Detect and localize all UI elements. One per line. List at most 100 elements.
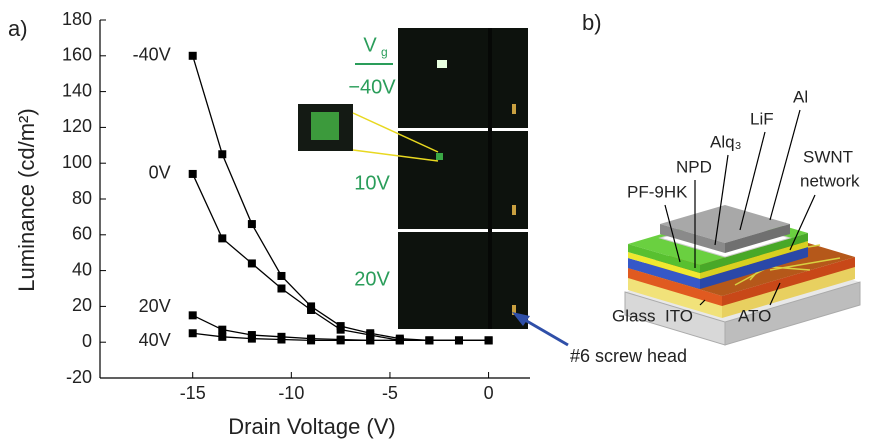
glass-side bbox=[724, 281, 861, 346]
layer-label: Glass bbox=[612, 306, 655, 325]
marker bbox=[277, 335, 286, 344]
annotation: #6 screw head bbox=[570, 346, 687, 366]
x-tick-label: -15 bbox=[180, 383, 206, 403]
marker bbox=[395, 336, 404, 345]
marker bbox=[188, 51, 197, 60]
marker bbox=[366, 331, 375, 340]
layer-label: PF-9HK bbox=[627, 182, 688, 201]
marker bbox=[425, 336, 434, 345]
y-tick-label: 160 bbox=[62, 45, 92, 65]
arrow-line bbox=[524, 318, 569, 347]
layer-label: SWNT bbox=[803, 147, 853, 166]
series-label: 40V bbox=[139, 330, 171, 350]
leader bbox=[739, 131, 766, 231]
device-glow bbox=[436, 153, 443, 160]
marker bbox=[247, 259, 256, 268]
marker bbox=[277, 284, 286, 293]
alq3-layer bbox=[628, 244, 700, 273]
marker bbox=[218, 332, 227, 341]
leader bbox=[664, 204, 681, 263]
series-label: -40V bbox=[133, 45, 171, 65]
marker bbox=[247, 220, 256, 229]
marker bbox=[454, 336, 463, 345]
marker bbox=[336, 325, 345, 334]
y-tick-label: -20 bbox=[66, 367, 92, 387]
photo-detail bbox=[488, 28, 492, 329]
layer-label: ITO bbox=[665, 306, 693, 325]
marker bbox=[218, 325, 227, 334]
layer-label: Al bbox=[793, 87, 808, 106]
y-tick-label: 120 bbox=[62, 116, 92, 136]
ito-layer bbox=[722, 264, 855, 318]
series-label: 20V bbox=[139, 296, 171, 316]
y-tick-label: 0 bbox=[82, 331, 92, 351]
inset-device bbox=[311, 112, 339, 140]
layer-label: Alq₃ bbox=[710, 132, 742, 151]
photo bbox=[398, 28, 528, 128]
device-diagram bbox=[624, 109, 861, 346]
y-tick-label: 40 bbox=[72, 259, 92, 279]
screw-head bbox=[512, 305, 516, 315]
x-tick-label: -5 bbox=[382, 383, 398, 403]
marker bbox=[188, 169, 197, 178]
ito-layer bbox=[628, 275, 722, 318]
photo-label: 20V bbox=[354, 268, 390, 290]
y-tick-label: 80 bbox=[72, 188, 92, 208]
x-tick-label: 0 bbox=[484, 383, 494, 403]
photo-label: 10V bbox=[354, 172, 390, 194]
leader bbox=[714, 154, 729, 246]
diagram-labels: Al LiF Alq₃ NPD PF-9HK SWNT network Glas… bbox=[612, 87, 860, 325]
y-tick-label: 60 bbox=[72, 224, 92, 244]
panel-label: a) bbox=[8, 16, 28, 41]
screw-head bbox=[512, 205, 516, 215]
y-tick-label: 140 bbox=[62, 80, 92, 100]
zoom-line bbox=[352, 112, 439, 153]
x-axis-label: Drain Voltage (V) bbox=[228, 414, 396, 439]
y-tick-label: 20 bbox=[72, 295, 92, 315]
marker bbox=[336, 336, 345, 345]
marker bbox=[366, 336, 375, 345]
ato-layer bbox=[628, 268, 722, 306]
pf-layer bbox=[700, 247, 808, 289]
marker bbox=[307, 305, 316, 314]
al-layer bbox=[660, 224, 725, 253]
photo bbox=[398, 232, 528, 329]
device-glow bbox=[437, 60, 447, 68]
marker bbox=[484, 336, 493, 345]
photo-panels bbox=[298, 28, 569, 347]
npd-layer bbox=[700, 241, 808, 279]
alq3-layer bbox=[700, 233, 808, 273]
series-label: 0V bbox=[149, 163, 171, 183]
arrow-head bbox=[512, 312, 530, 326]
vg-subscript: g bbox=[381, 45, 388, 59]
marker bbox=[307, 336, 316, 345]
layer-label: ATO bbox=[738, 306, 771, 325]
panel-label: b) bbox=[582, 10, 602, 35]
marker bbox=[188, 329, 197, 338]
leader-lines bbox=[664, 109, 816, 306]
pf-layer bbox=[628, 258, 700, 289]
al-layer bbox=[725, 224, 790, 253]
y-axis-label: Luminance (cd/m²) bbox=[14, 108, 39, 291]
ato-layer bbox=[722, 257, 855, 306]
y-tick-label: 180 bbox=[62, 9, 92, 29]
photo-label: −40V bbox=[348, 76, 396, 98]
marker bbox=[247, 334, 256, 343]
zoom-line bbox=[352, 149, 439, 162]
layer-label: NPD bbox=[676, 157, 712, 176]
marker bbox=[218, 150, 227, 159]
leader bbox=[769, 109, 801, 221]
marker bbox=[277, 271, 286, 280]
vg-symbol: V bbox=[363, 34, 377, 56]
photo bbox=[398, 131, 528, 229]
layer-label: network bbox=[800, 171, 860, 190]
leader bbox=[699, 299, 706, 306]
leader bbox=[769, 282, 781, 306]
marker bbox=[188, 311, 197, 320]
screw-head bbox=[512, 104, 516, 114]
layer-label: LiF bbox=[750, 109, 774, 128]
y-tick-label: 100 bbox=[62, 152, 92, 172]
marker bbox=[218, 234, 227, 243]
npd-layer bbox=[628, 252, 700, 279]
